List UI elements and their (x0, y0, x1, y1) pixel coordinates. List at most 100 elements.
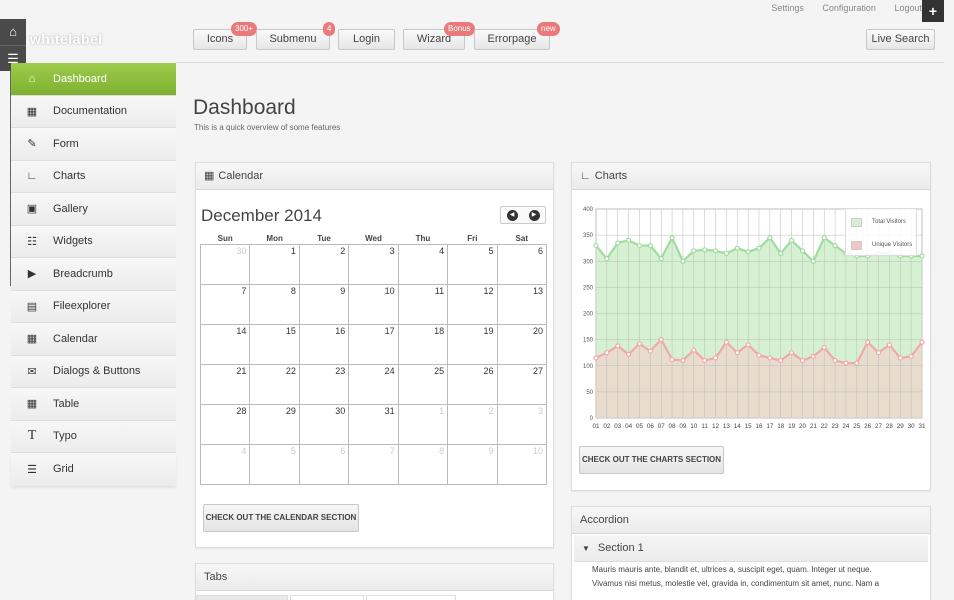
calendar-day[interactable]: 1 (249, 243, 300, 285)
calendar-day[interactable]: 14 (199, 323, 251, 365)
calendar-day[interactable]: 4 (397, 243, 449, 285)
calendar-day[interactable]: 11 (397, 283, 449, 325)
nav-submenu-button[interactable]: Submenu 4 (256, 22, 336, 50)
y-tick-label: 150 (583, 338, 594, 344)
calendar-day[interactable]: 16 (298, 323, 350, 365)
calendar-day[interactable]: 15 (249, 323, 300, 365)
calendar-day[interactable]: 5 (447, 243, 498, 285)
tab-2[interactable] (290, 595, 364, 600)
x-tick-label: 08 (669, 423, 677, 430)
sidebar-item-dashboard[interactable]: ⌂ Dashboard (11, 63, 176, 96)
calendar-day[interactable]: 21 (199, 363, 251, 405)
calendar-day[interactable]: 19 (447, 323, 498, 365)
home-dock-icon[interactable]: ⌂ (9, 24, 17, 39)
sidebar-item-label: Grid (53, 463, 74, 476)
x-tick-label: 27 (875, 423, 883, 430)
calendar-day[interactable]: 9 (447, 443, 498, 485)
tab-1[interactable] (196, 595, 288, 600)
x-tick-label: 31 (918, 423, 926, 430)
prev-month-icon[interactable]: ◀ (506, 209, 518, 221)
sidebar-item-widgets[interactable]: ☷ Widgets (11, 225, 176, 258)
calendar-day[interactable]: 29 (249, 403, 300, 445)
calendar-day[interactable]: 6 (298, 443, 350, 485)
calendar-day[interactable]: 26 (447, 363, 498, 405)
data-point (897, 355, 903, 361)
data-point (821, 235, 827, 241)
weekday-header: Tue (317, 234, 331, 244)
logout-link[interactable]: Logout (894, 3, 922, 13)
data-point (604, 350, 610, 356)
sidebar-item-label: Dashboard (53, 72, 107, 85)
calendar-day[interactable]: 24 (348, 363, 399, 405)
calendar-day[interactable]: 10 (496, 443, 548, 485)
nav-errorpage-button[interactable]: Errorpage new (474, 22, 560, 50)
nav-icons-button[interactable]: Icons 300+ (193, 22, 258, 50)
panel-title: Accordion (580, 514, 629, 526)
sliders-dock-icon[interactable]: ☰ (0, 45, 26, 71)
sidebar-item-table[interactable]: ▦ Table (11, 388, 176, 421)
tab-3[interactable] (366, 595, 456, 600)
nav-wizard-button[interactable]: Wizard Bonus (403, 22, 475, 50)
data-point (615, 343, 621, 349)
calendar-day[interactable]: 18 (397, 323, 449, 365)
calendar-day[interactable]: 13 (496, 283, 548, 325)
sidebar-item-label: Charts (53, 170, 86, 183)
legend-swatch (851, 240, 862, 250)
data-point (745, 342, 751, 348)
y-tick-label: 250 (583, 285, 594, 291)
calendar-day[interactable]: 28 (199, 403, 251, 445)
calendar-day[interactable]: 30 (298, 403, 350, 445)
calendar-section-button[interactable]: CHECK OUT THE CALENDAR SECTION (203, 504, 359, 532)
legend-label: Unique Visitors (872, 242, 913, 248)
calendar-day[interactable]: 8 (397, 443, 449, 485)
calendar-day[interactable]: 8 (249, 283, 300, 325)
calendar-day[interactable]: 30 (199, 243, 251, 285)
sidebar-item-charts[interactable]: ∟ Charts (11, 160, 176, 193)
calendar-day[interactable]: 7 (199, 283, 251, 325)
x-tick-label: 22 (821, 423, 829, 430)
charts-section-button[interactable]: CHECK OUT THE CHARTS SECTION (579, 446, 724, 474)
accordion-section-1[interactable]: ▼ Section 1 (574, 535, 928, 562)
configuration-link[interactable]: Configuration (822, 3, 876, 13)
calendar-day[interactable]: 12 (447, 283, 498, 325)
nav-badge: new (537, 22, 560, 36)
calendar-day[interactable]: 22 (249, 363, 300, 405)
nav-label: Icons (206, 33, 234, 45)
calendar-day[interactable]: 2 (447, 403, 498, 445)
sidebar-item-dialogs[interactable]: ✉ Dialogs & Buttons (11, 355, 176, 388)
calendar-day[interactable]: 31 (348, 403, 399, 445)
sidebar-item-gallery[interactable]: ▣ Gallery (11, 193, 176, 226)
calendar-week: 4 5 6 7 8 9 10 (199, 443, 548, 485)
calendar-day[interactable]: 20 (496, 323, 548, 365)
x-tick-label: 29 (897, 423, 905, 430)
calendar-week: 14 15 16 17 18 19 20 (199, 323, 548, 365)
calendar-day[interactable]: 2 (298, 243, 350, 285)
sidebar-item-typo[interactable]: T Typo (11, 420, 176, 453)
calendar-day[interactable]: 9 (298, 283, 350, 325)
live-search-button[interactable]: Live Search (866, 29, 935, 50)
calendar-day[interactable]: 27 (496, 363, 548, 405)
sidebar-item-documentation[interactable]: ▦ Documentation (11, 95, 176, 128)
calendar-day[interactable]: 6 (496, 243, 548, 285)
calendar-day[interactable]: 10 (348, 283, 399, 325)
sidebar-item-breadcrumb[interactable]: ▶ Breadcrumb (11, 258, 176, 291)
calendar-day[interactable]: 17 (348, 323, 399, 365)
sidebar-item-calendar[interactable]: ▦ Calendar (11, 323, 176, 356)
calendar-day[interactable]: 3 (348, 243, 399, 285)
x-tick-label: 06 (647, 423, 655, 430)
calendar-day[interactable]: 4 (199, 443, 251, 485)
plus-icon[interactable]: + (922, 0, 944, 22)
next-month-icon[interactable]: ▶ (528, 209, 540, 221)
nav-login-button[interactable]: Login (338, 29, 395, 50)
calendar-day[interactable]: 25 (397, 363, 449, 405)
calendar-day[interactable]: 23 (298, 363, 350, 405)
sidebar-item-grid[interactable]: ☰ Grid (11, 453, 176, 486)
calendar-day[interactable]: 7 (348, 443, 399, 485)
sidebar-item-form[interactable]: ✎ Form (11, 128, 176, 161)
calendar-day[interactable]: 1 (397, 403, 449, 445)
calendar-day[interactable]: 3 (496, 403, 548, 445)
data-point (789, 237, 795, 243)
calendar-day[interactable]: 5 (249, 443, 300, 485)
settings-link[interactable]: Settings (771, 3, 804, 13)
sidebar-item-fileexplorer[interactable]: ▤ Fileexplorer (11, 290, 176, 323)
